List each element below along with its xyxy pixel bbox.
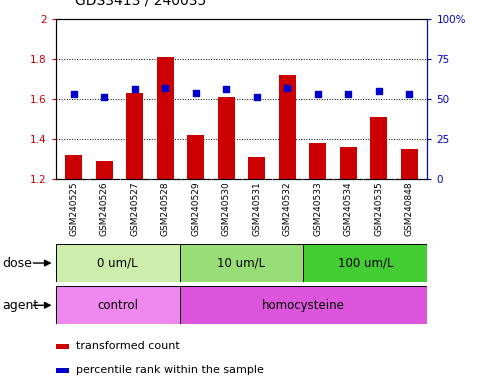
Text: control: control — [97, 299, 138, 312]
Bar — [180, 244, 303, 282]
Text: agent: agent — [2, 299, 39, 312]
Bar — [401, 149, 417, 179]
Text: GSM240527: GSM240527 — [130, 182, 139, 236]
Text: GSM240525: GSM240525 — [70, 182, 78, 236]
Point — [284, 84, 291, 91]
Bar — [66, 155, 82, 179]
Bar — [218, 97, 235, 179]
Bar — [96, 161, 113, 179]
Text: homocysteine: homocysteine — [262, 299, 345, 312]
Bar — [56, 244, 180, 282]
Text: 100 um/L: 100 um/L — [338, 257, 393, 270]
Text: transformed count: transformed count — [76, 341, 180, 351]
Text: GSM240526: GSM240526 — [100, 182, 109, 236]
Bar — [303, 244, 427, 282]
Bar — [56, 286, 180, 324]
Bar — [370, 117, 387, 179]
Text: GSM240532: GSM240532 — [283, 182, 292, 236]
Bar — [127, 93, 143, 179]
Text: GSM240534: GSM240534 — [344, 182, 353, 236]
Text: GSM240848: GSM240848 — [405, 182, 413, 236]
Point — [314, 91, 322, 97]
Point — [70, 91, 78, 97]
Text: GSM240530: GSM240530 — [222, 182, 231, 237]
Text: GSM240529: GSM240529 — [191, 182, 200, 236]
Bar — [56, 368, 69, 372]
Bar — [187, 135, 204, 179]
Text: GSM240531: GSM240531 — [252, 182, 261, 237]
Point — [222, 86, 230, 93]
Bar — [340, 147, 356, 179]
Text: 10 um/L: 10 um/L — [217, 257, 266, 270]
Bar — [180, 286, 427, 324]
Bar — [56, 344, 69, 349]
Bar — [309, 143, 326, 179]
Bar — [248, 157, 265, 179]
Point — [253, 94, 261, 100]
Point — [405, 91, 413, 97]
Text: dose: dose — [2, 257, 32, 270]
Point — [344, 91, 352, 97]
Text: percentile rank within the sample: percentile rank within the sample — [76, 365, 264, 375]
Text: GSM240535: GSM240535 — [374, 182, 383, 237]
Point — [161, 84, 169, 91]
Text: GSM240528: GSM240528 — [161, 182, 170, 236]
Bar — [279, 75, 296, 179]
Point — [131, 86, 139, 93]
Text: 0 um/L: 0 um/L — [97, 257, 138, 270]
Point — [100, 94, 108, 100]
Text: GSM240533: GSM240533 — [313, 182, 322, 237]
Point — [375, 88, 383, 94]
Text: GDS3413 / 240035: GDS3413 / 240035 — [75, 0, 206, 8]
Point — [192, 89, 199, 96]
Bar — [157, 57, 174, 179]
